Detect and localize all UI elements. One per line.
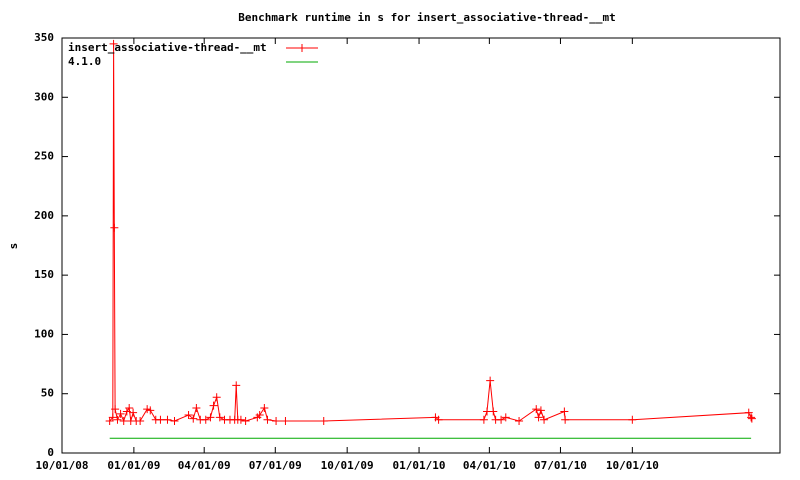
y-tick-label: 300 [34,90,54,103]
x-tick-label: 01/01/10 [393,459,446,472]
plot-frame [61,37,781,454]
point-marker [129,408,138,417]
point-marker [628,415,637,424]
x-tick-label: 10/01/08 [36,459,89,472]
point-marker [532,405,541,414]
point-marker [209,401,218,410]
x-tick-label: 01/01/09 [107,459,160,472]
x-tick-label: 10/01/10 [606,459,659,472]
point-marker [184,411,193,420]
point-marker [255,411,264,420]
chart-title: Benchmark runtime in s for insert_associ… [238,11,616,24]
x-tick-label: 07/01/09 [249,459,302,472]
point-marker [319,416,328,425]
point-marker [108,413,117,422]
point-marker [113,415,122,424]
y-tick-label: 50 [41,387,54,400]
point-marker [501,413,510,422]
point-marker [536,406,545,415]
point-marker [212,393,221,402]
series-line [109,43,753,423]
point-marker [236,415,245,424]
point-marker [215,413,224,422]
point-marker [515,416,524,425]
point-marker [479,415,488,424]
y-tick-label: 150 [34,268,54,281]
point-marker [146,406,155,415]
point-marker [260,403,269,412]
point-marker [747,414,756,423]
point-marker [163,415,172,424]
y-axis-label: s [7,243,20,250]
point-marker [119,416,128,425]
point-marker [540,415,549,424]
point-marker [232,381,241,390]
point-marker [111,405,120,414]
legend-label: 4.1.0 [68,55,101,68]
point-marker [201,415,210,424]
y-tick-label: 0 [47,446,54,459]
point-marker [486,376,495,385]
point-marker [561,415,570,424]
point-marker [125,403,134,412]
point-marker [109,39,118,48]
x-tick-label: 04/01/10 [463,459,516,472]
y-tick-label: 200 [34,209,54,222]
point-marker [189,414,198,423]
point-marker [156,415,165,424]
point-marker [116,409,125,418]
point-marker [192,403,201,412]
point-marker [263,415,272,424]
point-marker [560,407,569,416]
point-marker [241,416,250,425]
point-marker [170,416,179,425]
point-marker [434,415,443,424]
legend-marker [298,44,306,52]
x-tick-label: 04/01/09 [178,459,231,472]
point-marker [489,407,498,416]
point-marker [136,416,145,425]
legend-label: insert_associative-thread-__mt [68,41,267,54]
point-marker [534,413,543,422]
point-marker [281,416,290,425]
y-tick-label: 100 [34,327,54,340]
point-marker [497,415,506,424]
point-marker [744,408,753,417]
point-marker [272,416,281,425]
y-tick-label: 350 [34,31,54,44]
x-tick-label: 10/01/09 [321,459,374,472]
point-marker [206,413,215,422]
x-tick-label: 07/01/10 [534,459,587,472]
point-marker [110,223,119,232]
point-marker [747,413,756,422]
y-tick-label: 250 [34,150,54,163]
